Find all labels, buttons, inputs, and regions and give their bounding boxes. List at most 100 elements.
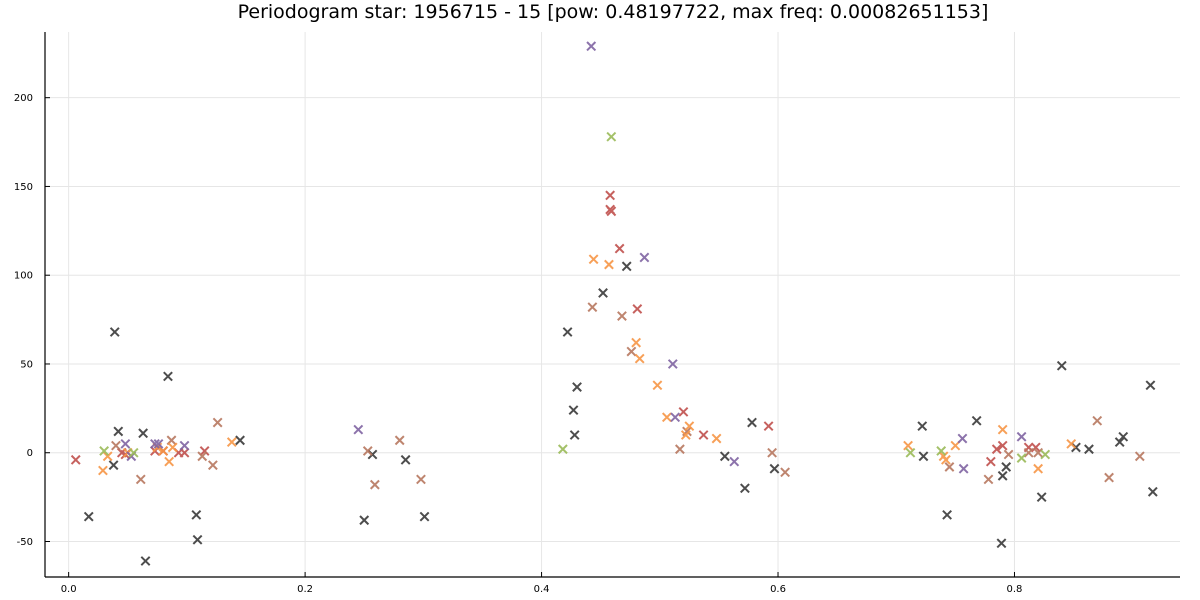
data-point (588, 254, 599, 265)
data-point (400, 454, 411, 465)
data-point (1003, 449, 1014, 460)
data-point (120, 438, 131, 449)
data-point (167, 442, 178, 453)
data-point (719, 451, 730, 462)
data-point (99, 446, 110, 456)
data-point (138, 428, 149, 439)
data-point (1023, 447, 1034, 458)
data-point (652, 380, 663, 391)
series-4 (120, 41, 1027, 474)
chart-title: Periodogram star: 1956715 - 15 [pow: 0.4… (237, 1, 989, 23)
data-point (942, 509, 952, 520)
data-point (569, 430, 580, 440)
data-point (997, 424, 1008, 435)
data-point (634, 353, 645, 364)
data-point (606, 131, 617, 142)
data-point (83, 511, 94, 522)
data-point (605, 190, 616, 201)
data-point (353, 424, 364, 435)
data-point (604, 259, 614, 270)
data-point (711, 433, 722, 444)
data-point (917, 421, 928, 432)
data-point (606, 206, 617, 217)
grid (45, 32, 1180, 577)
data-point (113, 426, 124, 437)
data-point (179, 440, 190, 451)
data-point (102, 451, 113, 462)
data-point (562, 327, 573, 337)
data-point (1104, 472, 1114, 483)
data-point (1001, 462, 1012, 472)
data-point (614, 243, 625, 254)
data-point (416, 474, 426, 485)
data-point (369, 479, 380, 490)
data-point (1040, 449, 1051, 460)
data-point (362, 446, 373, 456)
data-point (617, 311, 627, 321)
data-point (983, 474, 994, 485)
series-3 (98, 254, 1077, 476)
axes (44, 32, 1180, 578)
data-point (639, 252, 650, 263)
data-point (1114, 437, 1125, 447)
data-point (179, 447, 190, 458)
data-point (235, 435, 245, 446)
data-points (70, 41, 1158, 566)
data-point (667, 359, 678, 369)
data-point (109, 327, 120, 337)
data-point (971, 415, 982, 426)
data-point (936, 446, 947, 456)
data-point (135, 474, 146, 485)
data-point (958, 463, 969, 474)
data-point (557, 444, 568, 455)
data-point (197, 451, 208, 462)
data-point (957, 433, 968, 444)
data-point (1033, 447, 1044, 458)
data-point (419, 511, 430, 522)
data-point (587, 302, 598, 313)
data-point (729, 456, 740, 467)
data-point (158, 446, 169, 456)
data-point (1056, 360, 1067, 371)
data-point (626, 346, 637, 357)
data-point (621, 261, 632, 272)
y-tick-label: 200 (14, 93, 33, 104)
data-point (769, 463, 780, 474)
y-tick-label: 0 (27, 448, 33, 459)
data-point (1030, 442, 1041, 453)
data-point (698, 430, 709, 440)
x-tick-label: 0.4 (534, 584, 550, 595)
data-point (191, 509, 202, 520)
data-point (192, 534, 203, 545)
data-point (631, 337, 642, 348)
y-tick-label: 100 (14, 271, 33, 282)
series-1 (70, 190, 1041, 467)
data-point (1016, 431, 1027, 442)
x-tick-label: 0.2 (297, 584, 313, 595)
data-point (108, 460, 119, 471)
data-point (586, 41, 597, 52)
data-point (199, 446, 210, 456)
data-point (1147, 486, 1158, 497)
data-point (1134, 451, 1145, 462)
data-point (128, 447, 139, 458)
y-tick-label: -50 (17, 537, 33, 548)
data-point (944, 462, 955, 472)
data-point (903, 440, 913, 451)
series-5 (99, 131, 1051, 463)
data-point (996, 538, 1007, 549)
data-point (111, 440, 121, 451)
data-point (394, 435, 405, 446)
x-tick-label: 0.0 (61, 584, 77, 595)
data-point (163, 371, 173, 382)
data-point (1033, 463, 1044, 474)
data-point (212, 417, 223, 428)
data-point (680, 430, 691, 440)
data-point (207, 460, 218, 471)
data-point (740, 483, 750, 494)
data-point (767, 447, 778, 458)
data-point (905, 447, 916, 458)
data-point (70, 454, 81, 465)
